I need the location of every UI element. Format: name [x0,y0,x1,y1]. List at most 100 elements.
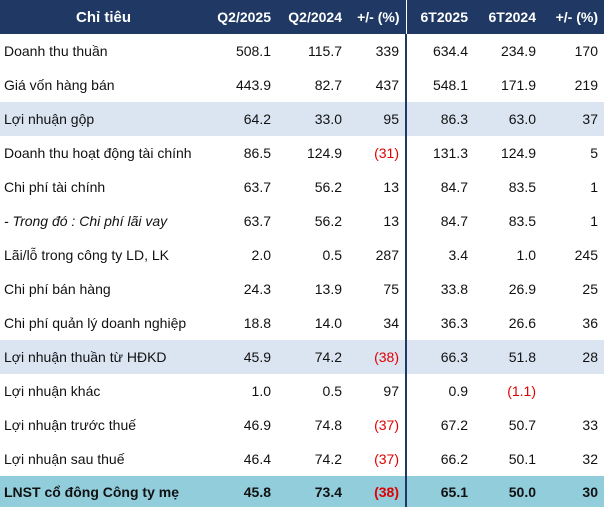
cell-q2-2025: 18.8 [243,315,271,331]
row-label: - Trong đó : Chi phí lãi vay [4,213,168,229]
row-label: Lãi/lỗ trong công ty LD, LK [4,247,169,263]
cell-h-change: 219 [574,77,598,93]
table-row: Doanh thu thuần 508.1 115.7 339 634.4 23… [0,34,604,68]
cell-q-change: 287 [375,247,399,263]
cell-q2-2024: 82.7 [314,77,342,93]
cell-6t2025: 3.4 [405,238,474,272]
cell-6t2025: 634.4 [405,34,474,68]
table-row: Lợi nhuận thuần từ HĐKD 45.9 74.2 (38) 6… [0,340,604,374]
table-row-total: LNST cổ đông Công ty mẹ 45.8 73.4 (38) 6… [0,476,604,507]
cell-6t2024: 83.5 [508,213,536,229]
cell-q2-2024: 124.9 [306,145,342,161]
cell-q2-2025: 508.1 [235,43,271,59]
row-label: Lợi nhuận gộp [0,102,207,136]
header-q-change: +/- (%) [348,0,406,34]
cell-q2-2024: 14.0 [314,315,342,331]
row-label: Chi phí bán hàng [4,281,111,297]
cell-q2-2025: 45.9 [207,340,277,374]
row-label: Lợi nhuận sau thuế [4,451,125,467]
table-row: Lợi nhuận trước thuế 46.9 74.8 (37) 67.2… [0,408,604,442]
row-label: Chi phí tài chính [4,179,106,195]
header-h-change: +/- (%) [542,0,604,34]
cell-q2-2024: 56.2 [314,213,342,229]
cell-6t2025: 131.3 [405,136,474,170]
row-label: Giá vốn hàng bán [4,77,115,93]
table-row: Lợi nhuận gộp 64.2 33.0 95 86.3 63.0 37 [0,102,604,136]
cell-q2-2025: 63.7 [243,179,271,195]
cell-6t2025: 66.2 [405,442,474,476]
cell-q-change: (37) [374,451,399,467]
cell-6t2024: 234.9 [500,43,536,59]
cell-h-change: 33 [582,417,598,433]
cell-6t2024: 124.9 [500,145,536,161]
cell-6t2024: 1.0 [516,247,536,263]
cell-h-change: 5 [590,145,598,161]
cell-q-change: 97 [383,383,399,399]
cell-h-change: 32 [582,451,598,467]
cell-6t2024: 50.0 [474,476,542,507]
cell-q2-2024: 74.2 [277,340,348,374]
cell-q2-2024: 33.0 [277,102,348,136]
cell-6t2025: 67.2 [405,408,474,442]
table-row: - Trong đó : Chi phí lãi vay 63.7 56.2 1… [0,204,604,238]
cell-q2-2024: 115.7 [308,43,342,59]
cell-q2-2025: 64.2 [207,102,277,136]
cell-6t2024: 50.7 [508,417,536,433]
cell-q2-2025: 2.0 [251,247,271,263]
cell-q2-2024: 74.8 [314,417,342,433]
table-row: Giá vốn hàng bán 443.9 82.7 437 548.1 17… [0,68,604,102]
header-6t2024: 6T2024 [474,0,542,34]
cell-q-change: 95 [348,102,406,136]
cell-6t2025: 84.7 [405,204,474,238]
cell-6t2024: 83.5 [508,179,536,195]
cell-q-change: (38) [348,340,406,374]
table-row: Lãi/lỗ trong công ty LD, LK 2.0 0.5 287 … [0,238,604,272]
cell-6t2025: 86.3 [405,102,474,136]
cell-6t2024: 171.9 [500,77,536,93]
cell-q2-2025: 45.8 [207,476,277,507]
cell-q2-2025: 63.7 [243,213,271,229]
table-row: Doanh thu hoạt động tài chính 86.5 124.9… [0,136,604,170]
table-row: Lợi nhuận sau thuế 46.4 74.2 (37) 66.2 5… [0,442,604,476]
header-q2-2025: Q2/2025 [207,0,277,34]
cell-q2-2024: 0.5 [322,383,342,399]
table-row: Chi phí bán hàng 24.3 13.9 75 33.8 26.9 … [0,272,604,306]
cell-q-change: 13 [383,213,399,229]
row-label: Lợi nhuận khác [4,383,101,399]
cell-h-change: 25 [582,281,598,297]
cell-6t2025: 84.7 [405,170,474,204]
cell-6t2024: 26.6 [508,315,536,331]
header-row: Chỉ tiêu Q2/2025 Q2/2024 +/- (%) 6T2025 … [0,0,604,34]
cell-6t2025: 66.3 [405,340,474,374]
cell-6t2024: 50.1 [508,451,536,467]
row-label: Lợi nhuận thuần từ HĐKD [0,340,207,374]
cell-h-change: 1 [590,179,598,195]
header-indicator: Chỉ tiêu [0,0,207,34]
cell-q-change: 339 [375,43,399,59]
cell-q2-2025: 86.5 [243,145,271,161]
cell-6t2025: 0.9 [405,374,474,408]
cell-q-change: (31) [374,145,399,161]
cell-q-change: (38) [348,476,406,507]
cell-q2-2024: 13.9 [314,281,342,297]
cell-q2-2024: 0.5 [322,247,342,263]
row-label: Doanh thu hoạt động tài chính [4,145,192,161]
cell-6t2025: 36.3 [405,306,474,340]
cell-h-change: 1 [590,213,598,229]
cell-q2-2025: 24.3 [243,281,271,297]
cell-q-change: 75 [383,281,399,297]
table-row: Lợi nhuận khác 1.0 0.5 97 0.9 (1.1) [0,374,604,408]
cell-q-change: 437 [375,77,399,93]
cell-h-change: 245 [574,247,598,263]
cell-6t2024: 51.8 [474,340,542,374]
header-6t2025: 6T2025 [405,0,474,34]
table-row: Chi phí tài chính 63.7 56.2 13 84.7 83.5… [0,170,604,204]
row-label: Chi phí quản lý doanh nghiệp [4,315,187,331]
cell-q2-2024: 74.2 [314,451,342,467]
cell-h-change [542,374,604,408]
cell-q2-2024: 56.2 [314,179,342,195]
cell-h-change: 170 [574,43,598,59]
cell-q2-2025: 46.9 [243,417,271,433]
cell-6t2024: 63.0 [474,102,542,136]
